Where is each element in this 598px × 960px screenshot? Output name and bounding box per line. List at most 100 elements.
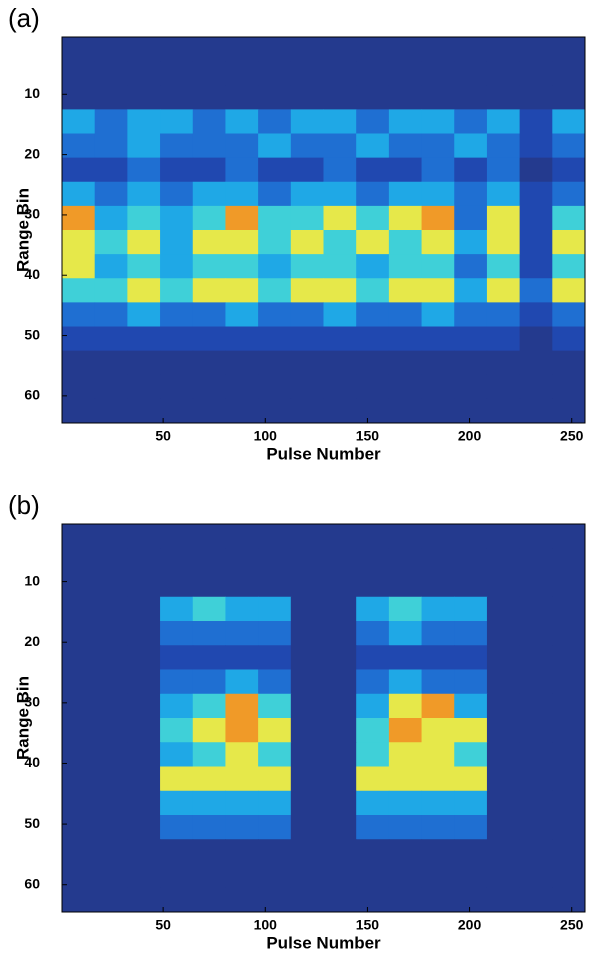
heatmap-cell [127, 157, 161, 183]
heatmap-cell [454, 693, 488, 719]
heatmap-cell [94, 278, 128, 303]
heatmap-cell [519, 61, 553, 86]
heatmap-cell [519, 254, 553, 279]
heatmap-cell [258, 863, 292, 889]
heatmap-cell [454, 133, 488, 159]
heatmap-cell [127, 302, 161, 327]
heatmap-cell [192, 572, 226, 598]
heatmap-cell [127, 766, 161, 792]
heatmap-cell [192, 669, 226, 695]
heatmap-cell [519, 693, 553, 719]
heatmap-cell [94, 524, 128, 549]
heatmap-cell [486, 85, 521, 110]
heatmap-cell [356, 109, 390, 134]
heatmap-cell [421, 133, 455, 159]
heatmap-cell [356, 205, 390, 231]
y-tick-label: 30 [24, 694, 40, 710]
heatmap-cell [127, 133, 161, 159]
heatmap-cell [421, 645, 455, 670]
heatmap-cell [421, 524, 455, 549]
heatmap-cell [225, 572, 259, 598]
heatmap-cell [258, 887, 292, 913]
heatmap-cell [290, 693, 324, 719]
heatmap-cell [519, 205, 553, 231]
heatmap-cell [290, 85, 324, 110]
heatmap-cell [94, 109, 128, 134]
heatmap-cell [258, 815, 292, 840]
heatmap-cell [486, 669, 521, 695]
heatmap-cell [454, 548, 488, 573]
heatmap-cell [388, 61, 423, 86]
heatmap-cell [356, 669, 390, 695]
heatmap-cell [62, 61, 96, 86]
heatmap-cell [62, 887, 96, 913]
heatmap-cell [225, 548, 259, 573]
heatmap-cell [160, 37, 194, 62]
heatmap-cell [388, 863, 423, 889]
heatmap-cell [454, 374, 488, 400]
y-axis-label: Range Bin [13, 188, 32, 272]
heatmap-cell [192, 374, 226, 400]
x-tick-label: 200 [458, 917, 482, 933]
heatmap-cell [552, 742, 586, 767]
heatmap-cell [94, 693, 128, 719]
heatmap-cell [323, 645, 357, 670]
heatmap-cell [356, 350, 390, 376]
heatmap-cell [160, 254, 194, 279]
heatmap-cell [388, 669, 423, 695]
heatmap-cell [94, 398, 128, 424]
heatmap-cell [225, 742, 259, 767]
heatmap-cell [519, 230, 553, 255]
heatmap-cell [160, 181, 194, 207]
heatmap-cell [323, 85, 357, 110]
heatmap-cell [388, 790, 423, 816]
heatmap-cell [225, 374, 259, 400]
heatmap-cell [192, 693, 226, 719]
heatmap-cell [421, 61, 455, 86]
heatmap-cell [421, 572, 455, 598]
heatmap-cell [356, 374, 390, 400]
heatmap-cell [225, 887, 259, 913]
heatmap-cell [323, 181, 357, 207]
heatmap-cell [192, 815, 226, 840]
heatmap-cell [94, 302, 128, 327]
heatmap-cell [94, 254, 128, 279]
heatmap-cell [62, 85, 96, 110]
heatmap-cell [127, 815, 161, 840]
heatmap-cell [258, 374, 292, 400]
heatmap-cell [519, 572, 553, 598]
heatmap-cell [127, 205, 161, 231]
heatmap-cell [258, 85, 292, 110]
heatmap-cell [127, 718, 161, 743]
heatmap-cell [421, 621, 455, 646]
heatmap-cell [519, 645, 553, 670]
heatmap-cell [290, 278, 324, 303]
heatmap-cell [421, 596, 455, 622]
heatmap-cell [192, 524, 226, 549]
heatmap-cell [62, 766, 96, 792]
heatmap-cell [225, 815, 259, 840]
heatmap-cell [421, 37, 455, 62]
heatmap-cell [192, 205, 226, 231]
heatmap-cell [192, 742, 226, 767]
heatmap-cell [486, 621, 521, 646]
x-tick-label: 250 [560, 428, 584, 444]
heatmap-cell [519, 596, 553, 622]
heatmap-cell [290, 254, 324, 279]
panel-label: (b) [8, 490, 40, 520]
heatmap-cell [519, 669, 553, 695]
heatmap-cell [454, 572, 488, 598]
heatmap-cell [160, 669, 194, 695]
heatmap-cell [127, 645, 161, 670]
heatmap-cell [323, 596, 357, 622]
heatmap-cell [62, 669, 96, 695]
heatmap-cell [192, 887, 226, 913]
axes-frame [61, 523, 586, 913]
heatmap-cell [160, 548, 194, 573]
y-tick-label: 40 [24, 754, 40, 770]
heatmap-cell [290, 669, 324, 695]
heatmap-cell [127, 37, 161, 62]
heatmap-cell [421, 693, 455, 719]
heatmap-cell [94, 61, 128, 86]
heatmap-cell [290, 133, 324, 159]
